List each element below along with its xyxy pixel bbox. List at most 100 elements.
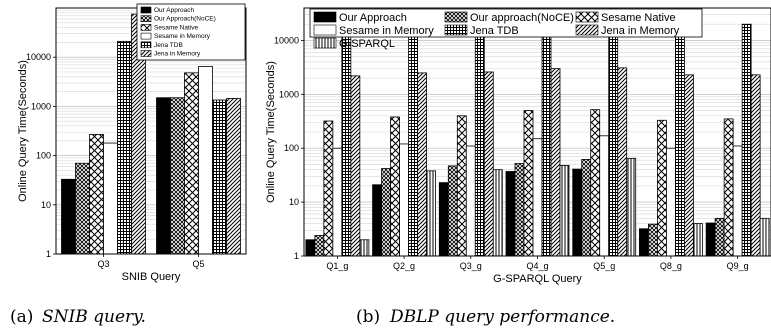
x-tick-label: Q3_g xyxy=(460,261,482,271)
bar xyxy=(714,217,725,257)
y-tick-label: 100 xyxy=(284,143,299,153)
y-tick-label: 1000 xyxy=(31,101,51,111)
x-tick-label: Q9_g xyxy=(727,261,749,271)
legend-label: G-SPARQL xyxy=(339,38,395,50)
bar xyxy=(532,138,543,257)
bar xyxy=(666,147,676,257)
bar xyxy=(184,72,199,255)
caption-a-label: (a) xyxy=(10,307,33,327)
bar xyxy=(426,170,436,257)
x-tick-label: Q5 xyxy=(192,259,204,269)
legend-swatch xyxy=(444,24,468,36)
bar xyxy=(89,133,104,255)
legend-label: Our approach(NoCE) xyxy=(470,12,574,24)
bar xyxy=(657,119,667,257)
bar xyxy=(156,97,171,255)
bar xyxy=(372,184,382,257)
dblp-chart: Q1_g Q2_g Q3_g Q4_g Q5_g Q8_g Q9_g 1 10 100 1000 10… xyxy=(265,7,771,285)
bar xyxy=(350,75,361,257)
bar xyxy=(438,182,449,257)
bar xyxy=(212,99,227,255)
bar xyxy=(523,110,534,257)
bar xyxy=(608,8,619,257)
snib-chart: Q3 Q5 1 10 100 1000 10000 SNIB Query Online Quer… xyxy=(17,3,247,283)
bar xyxy=(639,228,649,257)
x-axis-label: SNIB Query xyxy=(122,271,181,283)
bar xyxy=(684,74,694,257)
legend-swatch xyxy=(313,37,337,49)
bar xyxy=(465,145,476,257)
bar xyxy=(617,67,628,257)
bar xyxy=(541,13,552,257)
bar xyxy=(750,74,761,257)
y-tick-label: 10000 xyxy=(26,52,51,62)
y-tick-label: 1000 xyxy=(279,89,299,99)
y-tick-label: 100 xyxy=(36,151,51,161)
bar xyxy=(693,223,703,257)
legend-label: Sesame in Memory xyxy=(154,33,211,40)
legend-label: Jena in Memory xyxy=(154,51,201,58)
legend-label: Jena TDB xyxy=(470,25,519,37)
bar xyxy=(314,235,325,257)
bar xyxy=(492,169,503,257)
legend: Our Approach Our Approach(NoCE)Sesame Nat… xyxy=(136,3,246,61)
x-tick-label: Q4_g xyxy=(526,261,548,271)
caption-b-label: (b) xyxy=(356,307,380,327)
bar xyxy=(648,223,658,257)
bar xyxy=(75,162,90,255)
legend-swatch xyxy=(313,24,337,36)
bar xyxy=(117,40,132,255)
bar xyxy=(417,72,427,257)
bar xyxy=(732,145,743,257)
legend-swatch xyxy=(575,11,599,23)
legend-swatch xyxy=(140,50,152,57)
plot-frame xyxy=(303,7,771,257)
bar xyxy=(447,165,458,257)
bar xyxy=(626,157,637,257)
bar xyxy=(399,143,409,257)
legend-label: Sesame Native xyxy=(154,24,198,31)
y-tick-label: 10000 xyxy=(274,35,299,45)
bar xyxy=(505,171,516,257)
legend-swatch xyxy=(140,24,152,31)
x-tick-label: Q8_g xyxy=(660,261,682,271)
bar xyxy=(198,66,213,255)
bar xyxy=(741,23,752,257)
y-tick-label: 10 xyxy=(289,197,299,207)
legend-label: Jena TDB xyxy=(154,42,183,49)
legend-swatch xyxy=(140,6,152,14)
bar xyxy=(408,15,418,257)
bar xyxy=(359,239,370,257)
y-tick-label: 1 xyxy=(294,251,299,261)
y-axis-label: Online Query Time(Seconds) xyxy=(265,61,277,203)
legend-label: Sesame in Memory xyxy=(339,25,434,37)
legend-label: Our Approach(NoCE) xyxy=(154,16,216,23)
bar xyxy=(559,164,570,257)
bar xyxy=(483,71,494,257)
bar xyxy=(705,222,716,257)
legend-swatch xyxy=(140,32,152,40)
x-tick-label: Q2_g xyxy=(393,261,415,271)
bar xyxy=(226,98,241,255)
bar xyxy=(723,118,734,257)
bar xyxy=(323,120,334,257)
y-tick-label: 10 xyxy=(41,200,51,210)
legend-swatch xyxy=(444,11,468,23)
bar xyxy=(341,23,352,257)
x-tick-label: Q3 xyxy=(97,259,109,269)
legend: Our Approach Our approach(NoCE) Sesame Nat… xyxy=(309,8,703,50)
legend-box xyxy=(136,3,246,61)
y-tick-label: 1 xyxy=(46,249,51,259)
x-tick-label: Q1_g xyxy=(326,261,348,271)
bar xyxy=(759,217,770,257)
y-axis-label: Online Query Time(Seconds) xyxy=(17,60,29,202)
bar xyxy=(514,163,525,257)
legend-box xyxy=(309,8,703,38)
caption-a-text: SNIB query. xyxy=(42,307,146,327)
bar xyxy=(61,178,76,255)
bar xyxy=(599,135,610,257)
legend-label: Sesame Native xyxy=(601,12,676,24)
bar xyxy=(474,14,485,257)
bar xyxy=(550,68,561,257)
